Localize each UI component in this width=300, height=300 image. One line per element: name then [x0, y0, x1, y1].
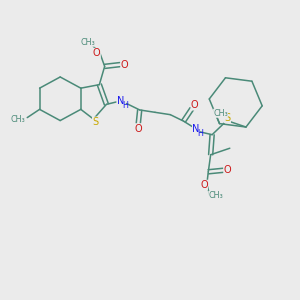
Text: O: O — [121, 60, 128, 70]
Text: N: N — [117, 95, 124, 106]
Text: CH₃: CH₃ — [208, 191, 223, 200]
Text: O: O — [191, 100, 199, 110]
Text: CH₃: CH₃ — [11, 116, 25, 124]
Text: H: H — [122, 101, 128, 110]
Text: S: S — [224, 112, 230, 123]
Text: CH₃: CH₃ — [80, 38, 95, 47]
Text: CH₃: CH₃ — [213, 109, 228, 118]
Text: O: O — [134, 124, 142, 134]
Text: H: H — [197, 129, 203, 138]
Text: S: S — [92, 117, 99, 127]
Text: O: O — [224, 165, 231, 175]
Text: N: N — [192, 124, 200, 134]
Text: O: O — [93, 48, 100, 58]
Text: O: O — [200, 180, 208, 190]
